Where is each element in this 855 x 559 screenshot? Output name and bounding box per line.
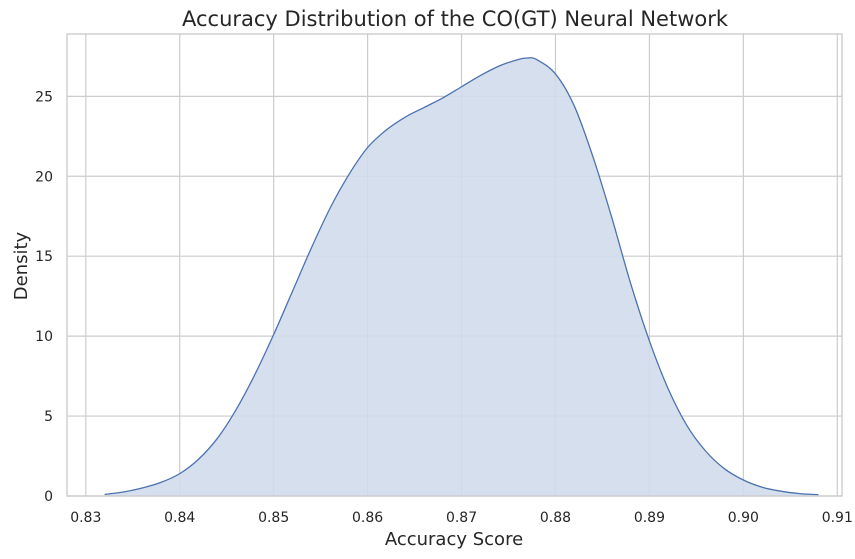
x-tick-label: 0.86 [352,510,383,526]
x-tick-label: 0.91 [822,510,853,526]
x-tick-label: 0.85 [258,510,289,526]
x-axis-ticks: 0.83 0.84 0.85 0.86 0.87 0.88 0.89 0.90 0.91 [70,510,853,526]
x-tick-label: 0.84 [164,510,195,526]
x-tick-label: 0.87 [446,510,477,526]
y-axis-ticks: 0 5 10 15 20 25 [35,89,53,505]
x-tick-label: 0.89 [634,510,665,526]
density-area [104,57,819,497]
y-axis-label: Density [11,231,32,300]
y-tick-label: 5 [44,409,53,425]
y-tick-label: 25 [35,89,53,105]
y-tick-label: 20 [35,169,53,185]
chart-title: Accuracy Distribution of the CO(GT) Neur… [182,7,729,31]
y-tick-label: 15 [35,249,53,265]
x-axis-label: Accuracy Score [385,529,523,550]
x-tick-label: 0.83 [70,510,101,526]
x-tick-label: 0.90 [728,510,759,526]
x-tick-label: 0.88 [540,510,571,526]
y-tick-label: 10 [35,329,53,345]
density-line [104,57,819,496]
y-tick-label: 0 [44,489,53,505]
plot-frame [66,33,843,497]
